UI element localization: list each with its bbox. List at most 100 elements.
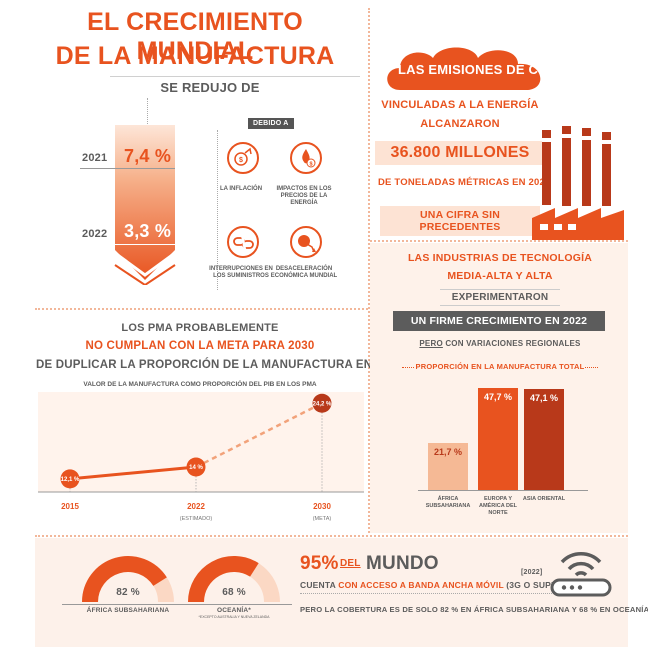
gauge-oceania (186, 552, 282, 604)
emissions-cloud-text: LAS EMISIONES DE CO2 (398, 62, 553, 80)
broadband-pct: 95% (300, 553, 339, 574)
ldc-x-sublabel-2030: (META) (313, 516, 332, 522)
line-2022 (80, 244, 175, 245)
tech-bar-0 (428, 443, 468, 490)
subtitle-box (110, 76, 360, 99)
svg-text:$: $ (309, 162, 312, 168)
tech-line2: MEDIA-ALTA Y ALTA (447, 270, 553, 282)
divider-horizontal-right (370, 240, 628, 242)
tech-line5-rest: CON VARIACIONES REGIONALES (445, 339, 581, 348)
tech-bar-category-1: EUROPA Y AMÉRICA DEL NORTE (479, 496, 517, 516)
tech-chart-title: PROPORCIÓN EN LA MANUFACTURA TOTAL (415, 362, 585, 371)
ldc-line3: DE DUPLICAR LA PROPORCIÓN DE LA MANUFACT… (36, 359, 414, 371)
ldc-point-2022 (186, 457, 206, 477)
inflation-icon: $ (227, 142, 259, 174)
ldc-x-tick-2015: 2015 (61, 502, 79, 511)
tech-line5-but: PERO (419, 339, 443, 348)
decline-arrow (114, 125, 176, 285)
tech-bar-category-0: ÁFRICA SUBSAHARIANA (425, 496, 471, 509)
line-2021 (80, 168, 175, 169)
tech-line5: PERO CON VARIACIONES REGIONALES (395, 339, 605, 348)
ldc-line1: LOS PMA PROBABLEMENTE (121, 322, 279, 334)
broadband-year: [2022] (521, 569, 543, 576)
gauge-svg-0 (82, 556, 174, 603)
cloud-shape (387, 47, 541, 90)
svg-text:$: $ (239, 157, 243, 164)
broadband-line-b: CON ACCESO A BANDA ANCHA MÓVIL (338, 580, 504, 590)
factory-icon (532, 126, 624, 240)
tech-line1: LAS INDUSTRIAS DE TECNOLOGÍA (407, 252, 593, 264)
broadband-line-a: CUENTA (300, 580, 336, 590)
energy-price-icon: $ (290, 142, 322, 174)
ldc-chart-title: VALOR DE LA MANUFACTURA COMO PROPORCIÓN … (83, 381, 317, 388)
tech-bar-1 (478, 387, 518, 490)
gauge-fill-1 (188, 556, 259, 603)
emissions-cloud-sub: 2 (548, 70, 554, 80)
ldc-series-line-target (195, 402, 323, 469)
emissions-line3: DE TONELADAS MÉTRICAS EN 2022 (378, 177, 551, 188)
cause-label-slowdown: DESACELERACIÓN ECONÓMICA MUNDIAL (270, 266, 338, 279)
tech-bar-2 (524, 388, 564, 490)
broadband-mundo: MUNDO (366, 553, 439, 574)
emissions-value: 36.800 MILLONES (375, 141, 545, 165)
tech-bar-axis (418, 490, 588, 491)
ldc-line-chart: 12,1 % 2015 14 % 2022 (ESTIMADO) 24,2 % 2030 (M… (38, 392, 364, 522)
value-2022: 3,3 % (124, 221, 172, 241)
gauge-oceania-value: 68 % (222, 587, 246, 598)
manufacturing-subtitle: SE REDUJO DE (160, 80, 260, 95)
supply-chain-icon (227, 226, 259, 258)
ldc-point-2030 (312, 393, 332, 413)
tech-bar-categories: ÁFRICA SUBSAHARIANA EUROPA Y AMÉRICA DEL … (418, 492, 598, 532)
gauge-oceania-line (176, 604, 292, 605)
gauge-svg-1 (188, 556, 280, 603)
broadband-bg (35, 538, 628, 647)
value-2021: 7,4 % (124, 146, 172, 166)
ldc-value-label-2030: 24,2 % (313, 401, 332, 407)
manufacturing-title-line1: EL CRECIMIENTO MUNDIAL (87, 8, 303, 65)
tech-line3: EXPERIMENTARON (440, 289, 560, 306)
due-to-line-v (217, 130, 218, 290)
gauge-africa (80, 552, 176, 604)
tech-line4: UN FIRME CRECIMIENTO EN 2022 (393, 311, 605, 331)
ldc-value-label-2022: 14 % (189, 465, 203, 471)
wifi-router-icon (550, 552, 612, 597)
broadband-note: PERO LA COBERTURA ES DE SOLO 82 % EN ÁFR… (300, 605, 648, 614)
globe-decline-icon (290, 226, 322, 258)
broadband-line: CUENTA CON ACCESO A BANDA ANCHA MÓVIL (3… (300, 580, 582, 594)
broadband-line-c: (3G O SUPERIOR) (506, 580, 582, 590)
tech-bar-chart: 21,7 % 47,7 % 47,1 % (418, 372, 598, 490)
ldc-x-tick-2030: 2030 (313, 502, 331, 511)
emissions-line1: VINCULADAS A LA ENERGÍA (381, 99, 539, 111)
cause-label-inflation: LA INFLACIÓN (219, 186, 263, 192)
subtitle-pointer (147, 98, 148, 130)
cause-label-supply: INTERRUPCIONES EN LOS SUMINISTROS (209, 266, 273, 279)
ldc-line2: NO CUMPLAN CON LA META PARA 2030 (85, 340, 315, 352)
due-to-label: DEBIDO A (248, 118, 294, 129)
ldc-point-2015 (60, 469, 80, 489)
gauge-oceania-sub: *EXCEPTO AUSTRALIA Y NUEVA ZELANDA (198, 615, 270, 619)
manufacturing-title-line2: DE LA MANUFACTURA (55, 42, 335, 70)
tech-bar-category-2: ASIA ORIENTAL (522, 496, 566, 502)
year-2022: 2022 (82, 228, 108, 240)
emissions-line2: ALCANZARON (420, 118, 500, 130)
tech-bar-value-2: 47,1 % (529, 392, 559, 403)
ldc-x-sublabel-2022: (ESTIMADO) (180, 516, 213, 522)
tech-bar-value-1: 47,7 % (483, 391, 513, 402)
divider-horizontal-left (35, 308, 368, 310)
gauge-oceania-label: OCEANÍA* (216, 607, 252, 614)
emissions-line4: UNA CIFRA SIN PRECEDENTES (380, 206, 540, 236)
ldc-x-tick-2022: 2022 (187, 502, 205, 511)
ldc-series-line-actual (69, 465, 197, 481)
gauge-fill-0 (82, 556, 167, 603)
cause-label-energy: IMPACTOS EN LOS PRECIOS DE LA ENERGÍA (276, 186, 332, 206)
emissions-cloud-main: LAS EMISIONES DE CO (398, 62, 549, 77)
gauge-africa-value: 82 % (116, 587, 140, 598)
divider-vertical-top (368, 8, 370, 533)
broadband-del: DEL (340, 558, 361, 569)
tech-bar-value-0: 21,7 % (433, 447, 463, 458)
divider-horizontal-bottom (35, 535, 628, 537)
gauge-africa-line (62, 604, 194, 605)
ldc-value-label-2015: 12,1 % (61, 477, 80, 483)
gauge-africa-label: ÁFRICA SUBSAHARIANA (86, 607, 170, 614)
year-2021: 2021 (82, 152, 108, 164)
